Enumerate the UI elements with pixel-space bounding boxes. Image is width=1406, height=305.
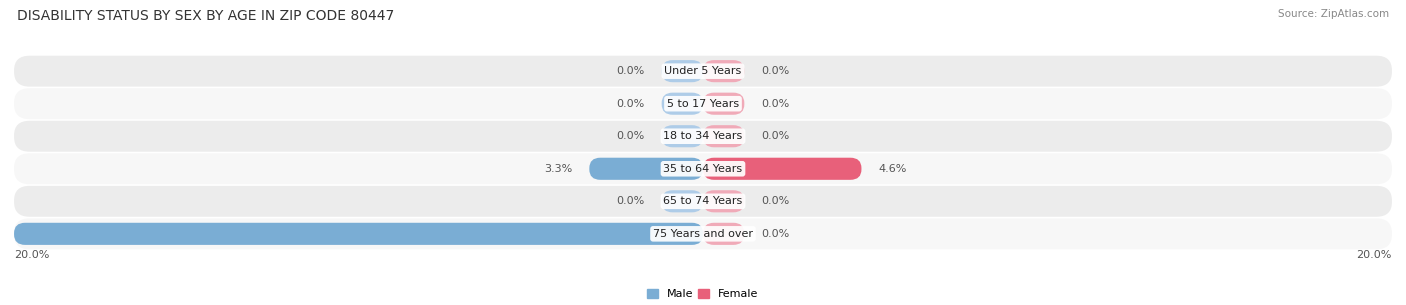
Text: 18 to 34 Years: 18 to 34 Years xyxy=(664,131,742,141)
Text: 65 to 74 Years: 65 to 74 Years xyxy=(664,196,742,206)
FancyBboxPatch shape xyxy=(703,93,744,115)
FancyBboxPatch shape xyxy=(662,93,703,115)
FancyBboxPatch shape xyxy=(703,190,744,212)
Text: 3.3%: 3.3% xyxy=(544,164,572,174)
Text: 0.0%: 0.0% xyxy=(616,196,644,206)
FancyBboxPatch shape xyxy=(662,125,703,147)
FancyBboxPatch shape xyxy=(703,158,862,180)
FancyBboxPatch shape xyxy=(589,158,703,180)
Text: 0.0%: 0.0% xyxy=(762,131,790,141)
FancyBboxPatch shape xyxy=(703,125,744,147)
Text: 0.0%: 0.0% xyxy=(762,196,790,206)
Text: 0.0%: 0.0% xyxy=(762,66,790,76)
FancyBboxPatch shape xyxy=(14,56,1392,87)
FancyBboxPatch shape xyxy=(14,186,1392,217)
FancyBboxPatch shape xyxy=(14,153,1392,184)
Text: Under 5 Years: Under 5 Years xyxy=(665,66,741,76)
Legend: Male, Female: Male, Female xyxy=(647,289,759,299)
FancyBboxPatch shape xyxy=(703,60,744,82)
Text: 5 to 17 Years: 5 to 17 Years xyxy=(666,99,740,109)
Text: 0.0%: 0.0% xyxy=(616,99,644,109)
Text: 35 to 64 Years: 35 to 64 Years xyxy=(664,164,742,174)
FancyBboxPatch shape xyxy=(14,88,1392,119)
Text: 0.0%: 0.0% xyxy=(616,66,644,76)
Text: 0.0%: 0.0% xyxy=(616,131,644,141)
Text: 20.0%: 20.0% xyxy=(1357,250,1392,260)
FancyBboxPatch shape xyxy=(14,223,703,245)
Text: 4.6%: 4.6% xyxy=(879,164,907,174)
FancyBboxPatch shape xyxy=(662,190,703,212)
Text: 0.0%: 0.0% xyxy=(762,229,790,239)
Text: DISABILITY STATUS BY SEX BY AGE IN ZIP CODE 80447: DISABILITY STATUS BY SEX BY AGE IN ZIP C… xyxy=(17,9,394,23)
Text: 75 Years and over: 75 Years and over xyxy=(652,229,754,239)
Text: Source: ZipAtlas.com: Source: ZipAtlas.com xyxy=(1278,9,1389,19)
FancyBboxPatch shape xyxy=(14,121,1392,152)
FancyBboxPatch shape xyxy=(662,60,703,82)
Text: 0.0%: 0.0% xyxy=(762,99,790,109)
FancyBboxPatch shape xyxy=(14,218,1392,249)
Text: 20.0%: 20.0% xyxy=(14,250,49,260)
FancyBboxPatch shape xyxy=(703,223,744,245)
